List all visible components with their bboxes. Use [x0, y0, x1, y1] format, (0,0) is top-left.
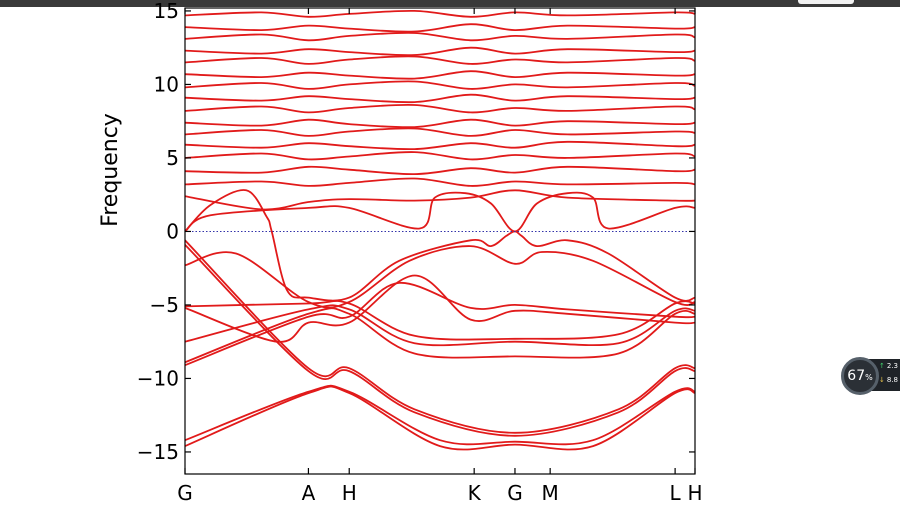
download-rate: ↓ 8.8: [879, 376, 898, 384]
y-axis-label: Frequency: [98, 113, 123, 227]
x-tick-label: M: [542, 481, 559, 505]
band-line-3: [185, 244, 695, 437]
band-line-9: [185, 274, 695, 343]
x-tick-label: K: [468, 481, 482, 505]
band-line-6: [185, 304, 695, 347]
x-tick-label: G: [507, 481, 523, 505]
band-line-21: [185, 93, 695, 104]
band-line-11: [185, 189, 695, 302]
band-line-28: [185, 9, 695, 18]
band-line-27: [185, 23, 695, 33]
upload-rate: ↑ 2.3: [879, 362, 898, 370]
x-tick-label: A: [302, 481, 316, 505]
y-tick-label: 0: [166, 219, 179, 243]
plot-frame: [184, 7, 696, 475]
x-tick-label: H: [342, 481, 357, 505]
y-tick-label: 5: [166, 146, 179, 170]
band-line-17: [185, 140, 695, 151]
band-line-4: [185, 239, 695, 434]
down-arrow-icon: ↓: [879, 376, 885, 384]
band-line-22: [185, 80, 695, 90]
band-line-7: [185, 307, 695, 364]
band-line-12: [185, 191, 695, 233]
band-line-14: [185, 177, 695, 187]
x-tick-label: G: [177, 481, 193, 505]
x-tick-label: H: [687, 481, 702, 505]
up-arrow-icon: ↑: [879, 362, 885, 370]
usage-value: 67: [847, 368, 866, 384]
upload-value: 2.3: [886, 362, 899, 370]
band-line-15: [185, 165, 695, 176]
band-line-5: [185, 300, 695, 341]
y-tick-label: 15: [154, 0, 179, 23]
y-tick-label: −10: [137, 366, 179, 390]
usage-unit: %: [865, 373, 873, 382]
usage-ring: 67%: [841, 357, 879, 395]
y-tick-label: −5: [150, 293, 179, 317]
band-line-26: [185, 31, 695, 42]
band-line-2: [185, 385, 695, 451]
y-tick-label: 10: [154, 72, 179, 96]
y-tick-label: −15: [137, 440, 179, 464]
band-line-10: [185, 245, 695, 309]
band-line-16: [185, 151, 695, 161]
band-line-20: [185, 103, 695, 114]
band-line-24: [185, 55, 695, 65]
x-tick-label: L: [670, 481, 682, 505]
band-lines: [185, 9, 695, 451]
band-line-13: [185, 189, 695, 211]
band-line-1: [185, 384, 695, 446]
y-axis: −15 −10 −5 0 5 10 15: [137, 0, 695, 464]
band-line-18: [185, 127, 695, 137]
cpu-monitor-widget[interactable]: 67% ↑ 2.3 ↓ 8.8: [841, 357, 900, 395]
window-top-bar: [0, 0, 900, 7]
download-value: 8.8: [886, 376, 899, 384]
band-line-8: [185, 281, 695, 367]
band-line-25: [185, 46, 695, 57]
band-line-19: [185, 118, 695, 129]
band-line-23: [185, 70, 695, 80]
top-bar-button[interactable]: [798, 0, 854, 4]
